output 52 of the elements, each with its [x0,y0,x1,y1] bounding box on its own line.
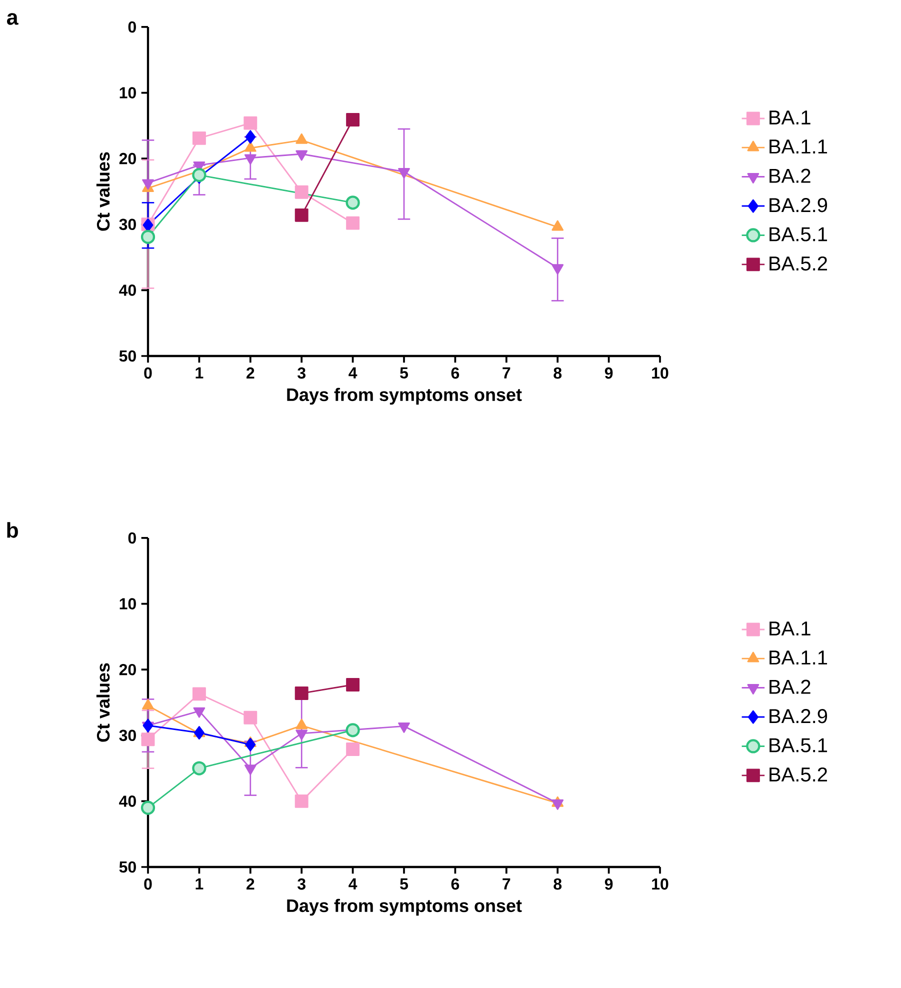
x-tick-label: 7 [502,878,510,890]
legend-label: BA.2 [770,168,810,183]
legend-label: BA.5.2 [770,767,827,782]
x-tick-label: 10 [652,367,668,379]
y-tick-label: 40 [119,796,136,807]
x-tick-label: 3 [298,878,306,890]
y-axis-title: Ct values [96,663,110,742]
legend-label: BA.2.9 [770,709,828,724]
legend-label: BA.1.1 [770,650,828,664]
y-tick-label: 20 [119,152,136,164]
x-tick-label: 8 [554,367,562,379]
x-tick-label: 7 [502,367,510,378]
y-tick-label: 30 [119,730,136,742]
x-tick-label: 0 [144,878,152,890]
x-tick-label: 5 [400,367,408,379]
x-tick-label: 2 [246,878,254,890]
x-axis-title: Days from symptoms onset [287,388,522,405]
y-tick-label: 0 [128,21,136,33]
legend-label: BA.2.9 [770,198,828,212]
chart-title: a [7,13,18,25]
x-axis-title: Days from symptoms onset [287,898,522,916]
y-tick-label: 10 [120,598,136,610]
x-tick-label: 3 [298,367,306,379]
x-tick-label: 5 [400,878,408,890]
legend-label: BA.5.2 [770,256,827,271]
y-tick-label: 50 [119,861,136,873]
legend-label: BA.1.1 [770,140,828,154]
x-tick-label: 4 [348,878,358,890]
legend-label: BA.5.1 [770,738,828,752]
x-tick-label: 0 [144,367,152,379]
legend-label: BA.5.1 [770,227,828,242]
y-tick-label: 0 [128,532,136,544]
legend-label: BA.1 [770,110,810,124]
x-tick-label: 8 [554,878,562,890]
legend-label: BA.1 [770,622,810,636]
y-axis-title: Ct values [96,152,110,231]
legend-label: BA.2 [770,680,810,694]
x-tick-label: 2 [246,367,254,379]
x-tick-label: 6 [451,878,460,890]
x-tick-label: 4 [348,367,358,378]
x-tick-label: 9 [604,878,613,890]
chart-title: b [7,522,18,538]
y-tick-label: 50 [119,350,136,362]
x-tick-label: 1 [196,367,204,378]
y-tick-label: 20 [119,664,136,676]
x-tick-label: 10 [652,878,668,890]
y-tick-label: 10 [120,87,136,98]
x-tick-label: 1 [196,878,204,890]
x-tick-label: 6 [451,367,460,379]
y-tick-label: 40 [119,284,136,296]
x-tick-label: 9 [604,367,613,379]
y-tick-label: 30 [119,218,136,230]
